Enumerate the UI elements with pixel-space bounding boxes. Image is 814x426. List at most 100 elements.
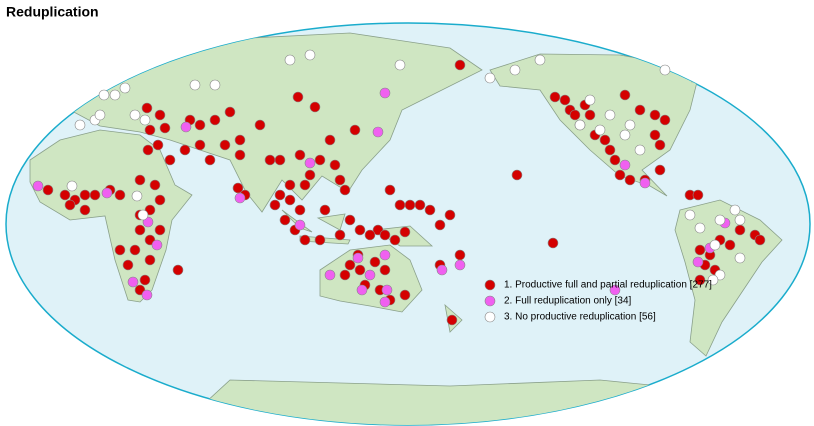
language-point — [109, 89, 121, 101]
language-point — [284, 179, 296, 191]
language-point — [619, 159, 631, 171]
language-point — [119, 82, 131, 94]
language-point — [734, 224, 746, 236]
language-point — [599, 134, 611, 146]
language-point — [314, 234, 326, 246]
language-point — [639, 177, 651, 189]
language-point — [509, 64, 521, 76]
legend-label: 2. Full reduplication only [34] — [504, 296, 632, 307]
language-point — [304, 49, 316, 61]
language-point — [137, 209, 149, 221]
language-point — [379, 264, 391, 276]
language-point — [454, 249, 466, 261]
language-point — [694, 274, 706, 286]
language-point — [399, 289, 411, 301]
language-point — [624, 119, 636, 131]
language-point — [444, 209, 456, 221]
language-point — [634, 144, 646, 156]
language-point — [654, 139, 666, 151]
language-point — [604, 144, 616, 156]
language-point — [131, 190, 143, 202]
language-point — [134, 224, 146, 236]
language-point — [399, 226, 411, 238]
language-point — [694, 222, 706, 234]
language-point — [294, 149, 306, 161]
language-point — [204, 154, 216, 166]
language-point — [284, 194, 296, 206]
language-point — [547, 237, 559, 249]
language-point — [329, 159, 341, 171]
language-point — [659, 114, 671, 126]
language-point — [649, 129, 661, 141]
language-point — [304, 169, 316, 181]
language-point — [339, 184, 351, 196]
language-point — [299, 234, 311, 246]
language-point — [584, 109, 596, 121]
legend-marker — [484, 311, 496, 323]
language-point — [144, 124, 156, 136]
language-point — [609, 154, 621, 166]
language-point — [394, 199, 406, 211]
language-point — [219, 139, 231, 151]
language-point — [194, 119, 206, 131]
language-point — [79, 189, 91, 201]
language-point — [349, 124, 361, 136]
language-point — [379, 296, 391, 308]
language-point — [334, 229, 346, 241]
language-point — [284, 54, 296, 66]
language-point — [127, 276, 139, 288]
language-point — [454, 259, 466, 271]
language-point — [149, 179, 161, 191]
language-point — [659, 64, 671, 76]
language-point — [434, 219, 446, 231]
language-point — [134, 174, 146, 186]
language-point — [692, 189, 704, 201]
language-point — [189, 79, 201, 91]
language-point — [304, 157, 316, 169]
language-point — [729, 204, 741, 216]
language-point — [234, 149, 246, 161]
language-point — [324, 269, 336, 281]
language-point — [114, 189, 126, 201]
language-point — [154, 224, 166, 236]
language-point — [74, 119, 86, 131]
language-point — [584, 94, 596, 106]
language-point — [569, 109, 581, 121]
language-point — [269, 199, 281, 211]
language-point — [324, 134, 336, 146]
language-point — [274, 189, 286, 201]
language-point — [734, 252, 746, 264]
language-point — [59, 189, 71, 201]
language-point — [164, 154, 176, 166]
language-point — [354, 224, 366, 236]
language-point — [379, 249, 391, 261]
language-point — [619, 89, 631, 101]
legend-marker — [484, 295, 496, 307]
language-point — [144, 254, 156, 266]
language-point — [294, 204, 306, 216]
legend-label: 3. No productive reduplication [56] — [504, 312, 656, 323]
language-point — [654, 164, 666, 176]
language-point — [114, 244, 126, 256]
language-point — [139, 274, 151, 286]
language-point — [142, 144, 154, 156]
language-point — [352, 252, 364, 264]
language-point — [314, 154, 326, 166]
language-point — [122, 259, 134, 271]
language-point — [294, 219, 306, 231]
language-point — [79, 204, 91, 216]
language-point — [101, 187, 113, 199]
language-point — [614, 169, 626, 181]
language-point — [609, 284, 621, 296]
language-point — [454, 59, 466, 71]
language-point — [344, 259, 356, 271]
language-points — [32, 49, 766, 326]
legend-label: 1. Productive full and partial reduplica… — [504, 280, 712, 291]
language-point — [754, 234, 766, 246]
language-point — [179, 144, 191, 156]
language-point — [152, 139, 164, 151]
language-point — [309, 101, 321, 113]
language-point — [372, 126, 384, 138]
language-point — [364, 229, 376, 241]
language-point — [724, 239, 736, 251]
